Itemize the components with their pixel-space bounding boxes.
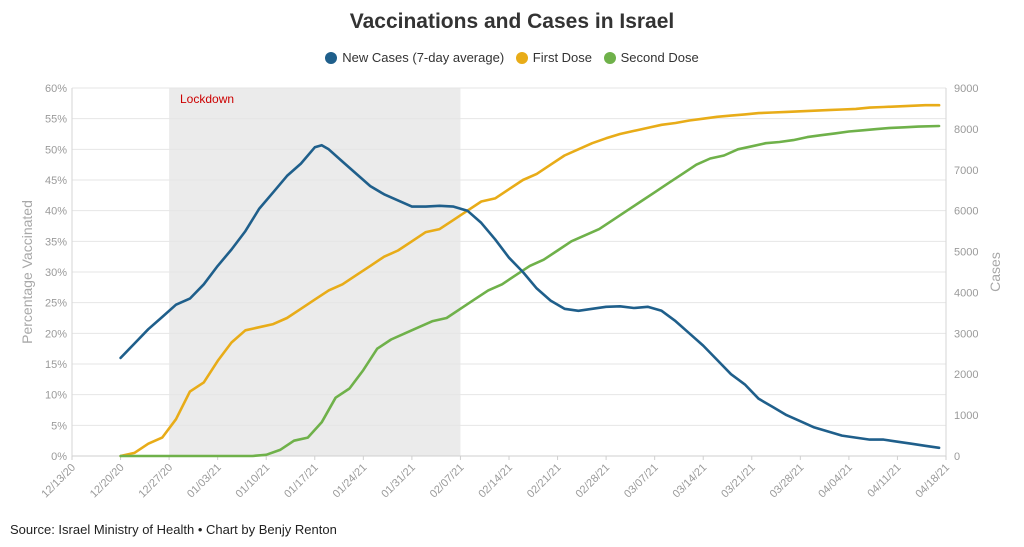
legend-label-new-cases: New Cases (7-day average) [342,50,505,65]
x-tick-label: 01/24/21 [331,462,370,501]
x-tick-label: 12/13/20 [39,462,78,501]
x-tick-label: 03/14/21 [671,462,710,501]
chart-title: Vaccinations and Cases in Israel [349,10,675,33]
x-tick-label: 04/18/21 [913,462,952,501]
y2-tick-label: 0 [954,451,960,463]
x-tick-label: 01/10/21 [234,462,273,501]
legend-swatch-first-dose [515,52,528,64]
y-tick-label: 60% [45,83,67,95]
y2-tick-label: 3000 [954,328,978,340]
y-tick-label: 25% [45,298,67,310]
series-line-first-dose[interactable] [119,103,941,458]
series-line-new-cases-7-day-average[interactable] [119,143,941,450]
x-tick-label: 02/14/21 [476,462,515,501]
y-tick-label: 0% [51,451,67,463]
legend-item-first-dose[interactable]: First Dose [515,50,593,65]
y2-tick-label: 4000 [954,287,978,299]
y-tick-label: 55% [45,114,67,126]
y2-tick-label: 7000 [954,165,978,177]
y-tick-label: 50% [45,144,67,156]
x-tick-label: 04/04/21 [816,462,855,501]
y2-axis-title: Cases [987,252,1003,292]
x-tick-label: 04/11/21 [865,462,903,500]
legend-swatch-new-cases [325,52,338,64]
x-tick-label: 01/31/21 [379,462,418,501]
y-axis-title: Percentage Vaccinated [19,200,35,344]
x-tick-label: 02/28/21 [573,462,612,501]
x-tick-label: 12/27/20 [136,462,175,501]
y-tick-label: 5% [51,420,67,432]
x-tick-label: 03/21/21 [719,462,758,501]
x-tick-label: 02/07/21 [428,462,467,501]
x-tick-label: 03/28/21 [768,462,807,501]
y-tick-label: 40% [45,206,67,218]
y2-tick-label: 2000 [954,369,978,381]
legend-item-new-cases[interactable]: New Cases (7-day average) [325,50,504,65]
legend-label-first-dose: First Dose [532,50,593,65]
series-line-second-dose[interactable] [119,124,941,458]
y-tick-label: 35% [45,236,67,248]
x-tick-label: 02/21/21 [525,462,564,501]
chart-legend: New Cases (7-day average) First Dose Sec… [0,50,1024,65]
y2-tick-label: 6000 [954,206,978,218]
y2-tick-label: 8000 [954,124,978,136]
x-tick-label: 01/03/21 [185,462,224,501]
x-tick-label: 01/17/21 [282,462,321,501]
legend-label-second-dose: Second Dose [620,50,699,65]
y2-tick-label: 1000 [954,410,978,422]
x-tick-label: 12/20/20 [88,462,127,501]
y-tick-label: 10% [45,390,67,402]
y2-tick-label: 5000 [954,247,978,259]
legend-item-second-dose[interactable]: Second Dose [603,50,699,65]
y2-tick-label: 9000 [954,83,978,95]
source-note: Source: Israel Ministry of Health • Char… [10,522,337,537]
x-tick-label: 03/07/21 [622,462,661,501]
legend-swatch-second-dose [603,52,616,64]
lockdown-label: Lockdown [180,92,234,106]
y-tick-label: 15% [45,359,67,371]
y-tick-label: 45% [45,175,67,187]
y-tick-label: 20% [45,328,67,340]
y-tick-label: 30% [45,267,67,279]
